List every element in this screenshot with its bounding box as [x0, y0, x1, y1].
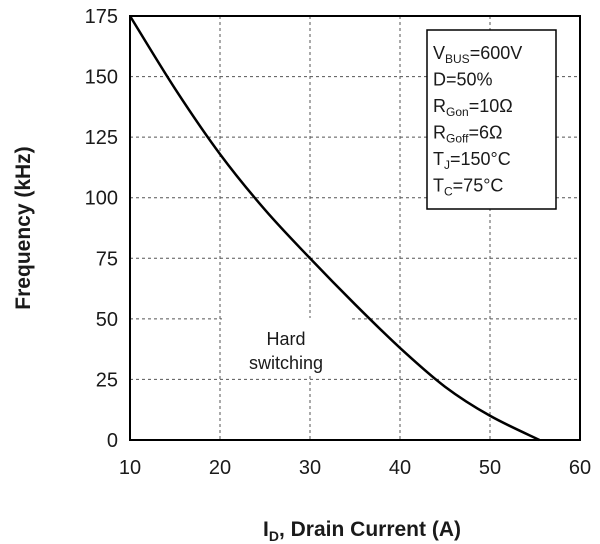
condition-line: VBUS=600V: [433, 43, 522, 66]
x-tick-label: 50: [479, 457, 501, 479]
condition-subscript: Goff: [446, 132, 469, 146]
condition-subscript: Gon: [446, 105, 469, 119]
condition-main: T: [433, 149, 444, 169]
y-tick-label: 75: [96, 248, 118, 270]
condition-value: =600V: [470, 43, 523, 63]
condition-main: R: [433, 96, 446, 116]
y-tick-label: 100: [85, 188, 118, 210]
annotation-background: [222, 318, 350, 376]
x-tick-label: 20: [209, 457, 231, 479]
annotation-line-2: switching: [249, 353, 323, 373]
x-axis-title-rest: , Drain Current (A): [279, 518, 461, 541]
x-tick-label: 40: [389, 457, 411, 479]
x-axis-title: ID, Drain Current (A): [263, 518, 461, 544]
y-tick-labels: 0 25 50 75 100 125 150 175: [85, 6, 118, 452]
x-axis-title-main: I: [263, 518, 269, 541]
x-tick-label: 30: [299, 457, 321, 479]
conditions-box: [426, 29, 557, 210]
x-tick-labels: 10 20 30 40 50 60: [119, 457, 591, 479]
y-tick-label: 50: [96, 309, 118, 331]
condition-value: =150°C: [450, 149, 511, 169]
x-axis-title-sub: D: [269, 528, 279, 544]
conditions-list: VBUS=600VD=50%RGon=10ΩRGoff=6ΩTJ=150°CTC…: [433, 43, 522, 199]
condition-line: TJ=150°C: [433, 149, 511, 172]
x-tick-label: 10: [119, 457, 141, 479]
x-tick-label: 60: [569, 457, 591, 479]
annotation-line-1: Hard: [266, 329, 305, 349]
condition-main: D=50%: [433, 70, 493, 90]
condition-line: RGon=10Ω: [433, 96, 513, 119]
condition-main: T: [433, 176, 444, 196]
series-layer: [128, 15, 541, 442]
y-tick-label: 150: [85, 67, 118, 89]
y-tick-label: 175: [85, 6, 118, 28]
condition-value: =75°C: [453, 176, 504, 196]
condition-line: D=50%: [433, 70, 493, 90]
y-tick-label: 125: [85, 127, 118, 149]
condition-line: TC=75°C: [433, 176, 503, 199]
condition-main: V: [433, 43, 445, 63]
y-tick-label: 0: [107, 430, 118, 452]
condition-subscript: C: [444, 185, 453, 199]
condition-value: =6Ω: [468, 123, 502, 143]
y-axis-title: Frequency (kHz): [12, 146, 35, 309]
condition-main: R: [433, 123, 446, 143]
plot-frame: [129, 15, 581, 441]
condition-subscript: J: [444, 158, 450, 172]
condition-value: =10Ω: [469, 96, 513, 116]
condition-subscript: BUS: [445, 52, 470, 66]
frequency-curve: [128, 15, 541, 442]
condition-line: RGoff=6Ω: [433, 123, 502, 146]
y-tick-label: 25: [96, 369, 118, 391]
